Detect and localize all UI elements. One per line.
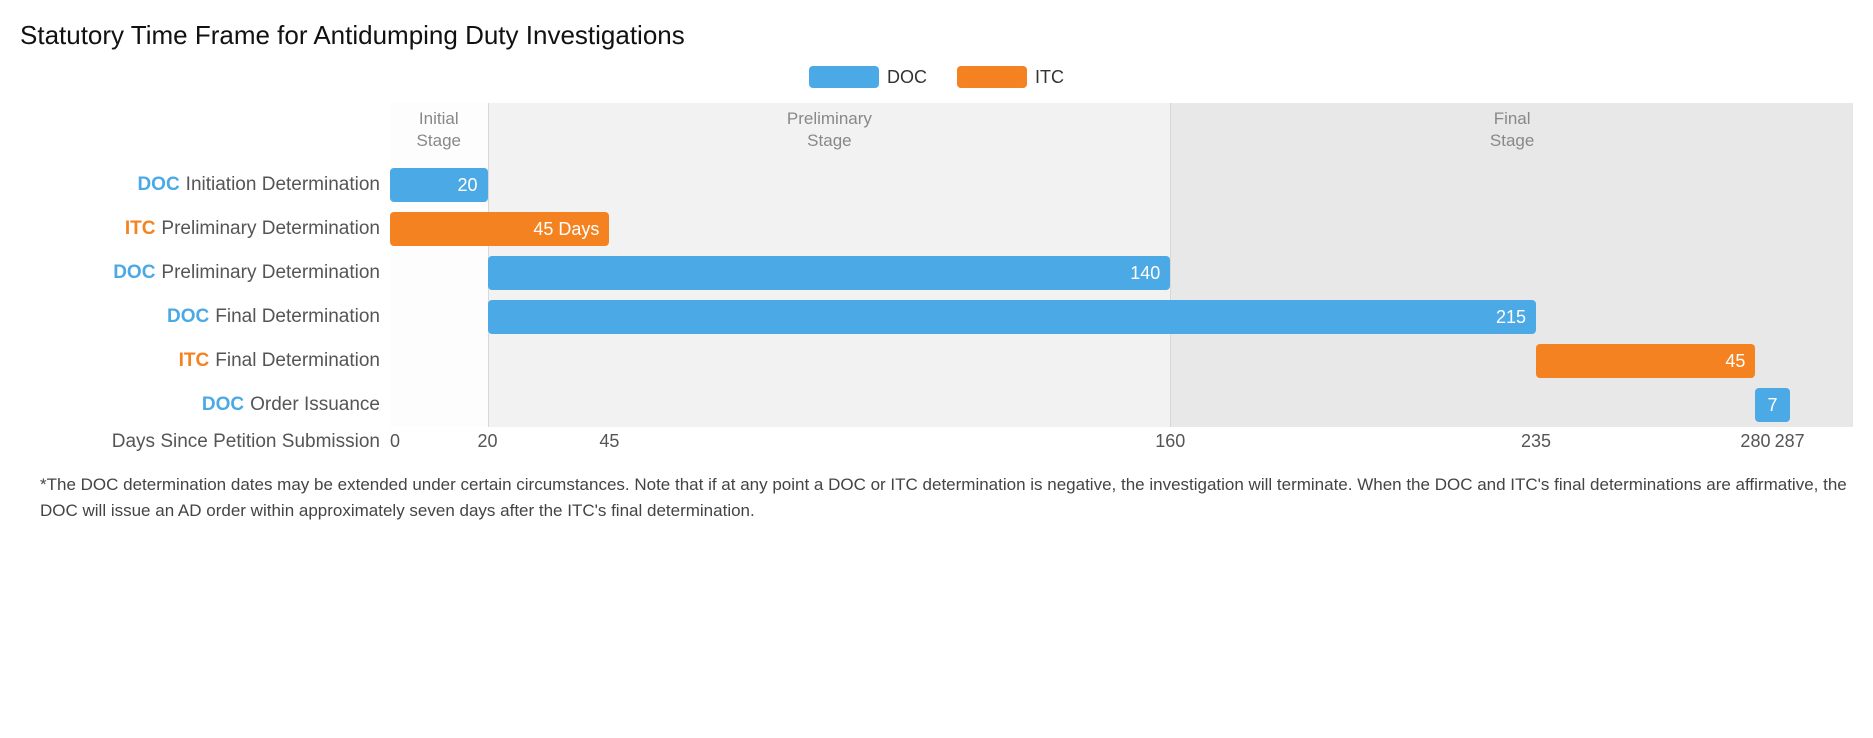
legend-itc-swatch <box>957 66 1027 88</box>
footnote: *The DOC determination dates may be exte… <box>20 472 1853 523</box>
row-label-text: Preliminary Determination <box>161 262 380 284</box>
bar-row: 215 <box>390 295 1853 339</box>
agency-tag: ITC <box>125 218 156 240</box>
chart-container: DOCInitiation DeterminationITCPreliminar… <box>20 103 1853 457</box>
row-label: DOC Final Determination <box>20 295 390 339</box>
row-label: DOC Order Issuance <box>20 383 390 427</box>
legend-itc: ITC <box>957 66 1064 88</box>
axis-tick: 20 <box>478 431 498 452</box>
row-label-text: Order Issuance <box>250 394 380 416</box>
agency-tag: DOC <box>137 174 179 196</box>
legend-doc: DOC <box>809 66 927 88</box>
bar-zone: 20 45 Days 140 215457 <box>390 163 1853 427</box>
axis-tick: 45 <box>599 431 619 452</box>
row-label-text: Initiation Determination <box>186 174 380 196</box>
row-label-text: Final Determination <box>215 306 380 328</box>
stage-header: PreliminaryStage <box>488 103 1171 163</box>
row-label: ITCPreliminary Determination <box>20 207 390 251</box>
axis-tick: 287 <box>1775 431 1805 452</box>
bar: 45 <box>1536 344 1755 378</box>
bar-row: 45 Days <box>390 207 1853 251</box>
legend-doc-swatch <box>809 66 879 88</box>
bar: 45 Days <box>390 212 609 246</box>
bar-row: 7 <box>390 383 1853 427</box>
legend-doc-label: DOC <box>887 67 927 88</box>
stage-headers: InitialStagePreliminaryStageFinalStage <box>390 103 1853 163</box>
labels-column: DOCInitiation DeterminationITCPreliminar… <box>20 103 390 457</box>
legend-itc-label: ITC <box>1035 67 1064 88</box>
bar: 140 <box>488 256 1171 290</box>
row-label: DOC Preliminary Determination <box>20 251 390 295</box>
bar: 7 <box>1755 388 1789 422</box>
agency-tag: ITC <box>179 350 210 372</box>
bar-row: 20 <box>390 163 1853 207</box>
bar-row: 140 <box>390 251 1853 295</box>
x-axis: 0 20 45 160 235 280287 <box>390 427 1853 457</box>
bar-row: 45 <box>390 339 1853 383</box>
row-label-text: Final Determination <box>215 350 380 372</box>
row-label-text: Preliminary Determination <box>161 218 380 240</box>
stage-header: InitialStage <box>390 103 488 163</box>
axis-label: Days Since Petition Submission <box>20 427 390 457</box>
stage-header: FinalStage <box>1170 103 1853 163</box>
bar: 20 <box>390 168 488 202</box>
axis-tick: 280 <box>1740 431 1770 452</box>
agency-tag: DOC <box>113 262 155 284</box>
plot-column: InitialStagePreliminaryStageFinalStage 2… <box>390 103 1853 457</box>
axis-tick: 160 <box>1155 431 1185 452</box>
agency-tag: DOC <box>202 394 244 416</box>
chart-title: Statutory Time Frame for Antidumping Dut… <box>20 20 1853 51</box>
axis-tick: 0 <box>390 431 400 452</box>
row-label: DOC Initiation Determination <box>20 163 390 207</box>
legend: DOC ITC <box>20 66 1853 88</box>
axis-tick: 235 <box>1521 431 1551 452</box>
row-label: ITCFinal Determination <box>20 339 390 383</box>
agency-tag: DOC <box>167 306 209 328</box>
bar: 215 <box>488 300 1536 334</box>
